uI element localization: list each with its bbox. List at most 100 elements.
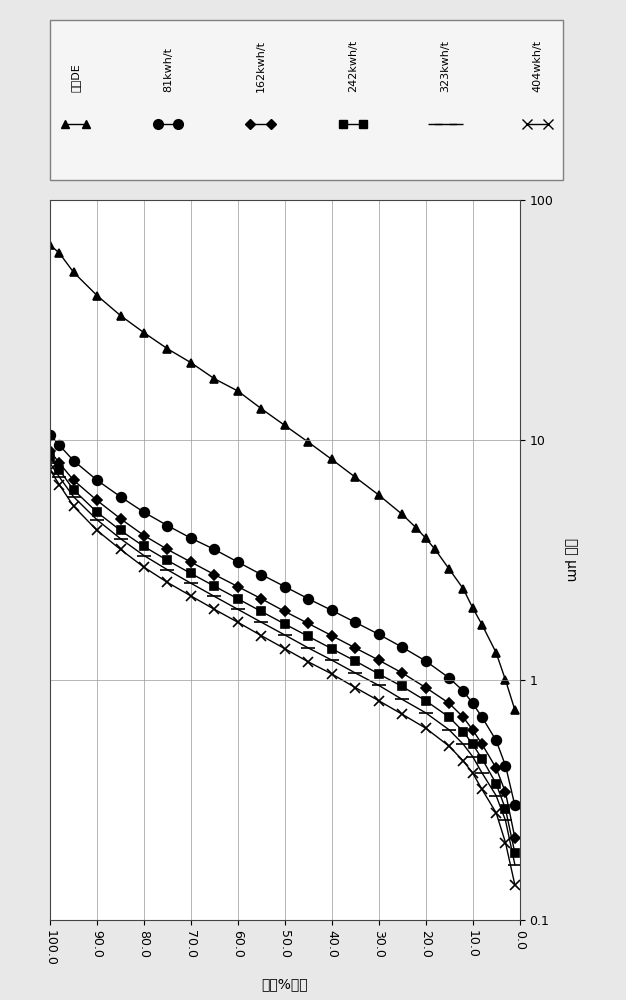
242kwh/t (304, 630, 312, 642)
404wkh/t (351, 682, 359, 694)
进料DE (413, 522, 420, 534)
323kwh/t (210, 590, 218, 602)
进料DE (375, 489, 382, 501)
162kwh/t (93, 494, 101, 506)
162kwh/t (398, 667, 406, 679)
Text: 81kwh/t: 81kwh/t (163, 47, 173, 92)
323kwh/t (257, 616, 265, 628)
162kwh/t (422, 682, 429, 694)
进料DE (478, 619, 486, 631)
242kwh/t (375, 668, 382, 680)
323kwh/t (375, 679, 382, 691)
进料DE (46, 239, 54, 251)
81kwh/t (459, 685, 467, 697)
81kwh/t (116, 491, 124, 503)
404wkh/t (469, 767, 476, 779)
进料DE (459, 583, 467, 595)
81kwh/t (210, 543, 218, 555)
162kwh/t (501, 786, 509, 798)
323kwh/t (116, 533, 124, 545)
242kwh/t (459, 726, 467, 738)
242kwh/t (93, 506, 101, 518)
进料DE (328, 453, 336, 465)
242kwh/t (163, 554, 171, 566)
404wkh/t (304, 656, 312, 668)
323kwh/t (46, 457, 54, 469)
242kwh/t (328, 643, 336, 655)
323kwh/t (422, 707, 429, 719)
81kwh/t (398, 641, 406, 653)
404wkh/t (234, 616, 242, 628)
X-axis label: 粒重%筛材: 粒重%筛材 (262, 977, 308, 991)
Line: 进料DE: 进料DE (46, 241, 519, 714)
242kwh/t (469, 738, 476, 750)
81kwh/t (56, 439, 63, 451)
162kwh/t (140, 530, 148, 542)
162kwh/t (187, 556, 195, 568)
162kwh/t (511, 832, 518, 844)
进料DE (492, 647, 500, 659)
FancyBboxPatch shape (50, 20, 563, 180)
进料DE (469, 602, 476, 614)
162kwh/t (469, 724, 476, 736)
404wkh/t (46, 464, 54, 476)
Y-axis label: 粒径 μm: 粒径 μm (564, 538, 578, 582)
Line: 162kwh/t: 162kwh/t (46, 448, 518, 841)
404wkh/t (492, 807, 500, 819)
242kwh/t (46, 451, 54, 463)
404wkh/t (459, 755, 467, 767)
进料DE (234, 385, 242, 397)
Line: 81kwh/t: 81kwh/t (45, 430, 520, 810)
81kwh/t (375, 628, 382, 640)
323kwh/t (56, 471, 63, 483)
242kwh/t (281, 618, 289, 630)
404wkh/t (501, 837, 509, 849)
242kwh/t (511, 847, 518, 859)
进料DE (257, 403, 265, 415)
81kwh/t (187, 532, 195, 544)
162kwh/t (478, 738, 486, 750)
323kwh/t (398, 693, 406, 705)
162kwh/t (328, 630, 336, 642)
162kwh/t (351, 642, 359, 654)
404wkh/t (140, 561, 148, 573)
进料DE (281, 419, 289, 431)
162kwh/t (492, 762, 500, 774)
404wkh/t (422, 722, 429, 734)
323kwh/t (281, 629, 289, 641)
162kwh/t (116, 513, 124, 525)
404wkh/t (116, 543, 124, 555)
81kwh/t (469, 697, 476, 709)
81kwh/t (492, 734, 500, 746)
进料DE (116, 310, 124, 322)
进料DE (93, 290, 101, 302)
242kwh/t (257, 605, 265, 617)
323kwh/t (511, 859, 518, 871)
81kwh/t (511, 799, 518, 811)
进料DE (511, 704, 518, 716)
81kwh/t (422, 655, 429, 667)
404wkh/t (375, 695, 382, 707)
Text: 242kwh/t: 242kwh/t (348, 40, 358, 92)
162kwh/t (163, 543, 171, 555)
404wkh/t (478, 783, 486, 795)
242kwh/t (445, 711, 453, 723)
Text: 进料DE: 进料DE (71, 63, 81, 92)
242kwh/t (116, 524, 124, 536)
进料DE (163, 343, 171, 355)
242kwh/t (398, 680, 406, 692)
进料DE (70, 266, 78, 278)
323kwh/t (304, 642, 312, 654)
323kwh/t (328, 654, 336, 666)
323kwh/t (70, 491, 78, 503)
81kwh/t (163, 520, 171, 532)
81kwh/t (70, 455, 78, 467)
进料DE (398, 508, 406, 520)
404wkh/t (93, 524, 101, 536)
242kwh/t (234, 593, 242, 605)
404wkh/t (398, 708, 406, 720)
进料DE (140, 327, 148, 339)
162kwh/t (234, 581, 242, 593)
162kwh/t (46, 445, 54, 457)
404wkh/t (257, 630, 265, 642)
